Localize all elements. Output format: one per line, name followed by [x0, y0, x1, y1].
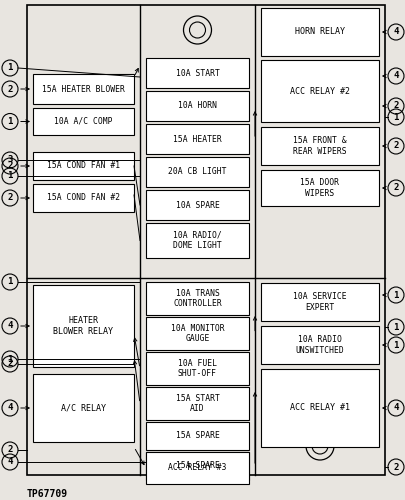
Text: 20A CB LIGHT: 20A CB LIGHT	[168, 168, 226, 176]
Bar	[33, 152, 134, 180]
Text: 10A SERVICE
EXPERT: 10A SERVICE EXPERT	[292, 292, 346, 312]
Text: 15A COND FAN #1: 15A COND FAN #1	[47, 162, 120, 170]
Text: 10A HORN: 10A HORN	[177, 102, 216, 110]
Text: 4: 4	[7, 322, 13, 330]
Text: 10A START: 10A START	[175, 68, 219, 78]
Text: 1: 1	[7, 64, 13, 72]
Text: 1: 1	[7, 354, 13, 364]
Bar	[146, 352, 248, 385]
Text: ACC RELAY #2: ACC RELAY #2	[289, 86, 349, 96]
Bar	[146, 124, 248, 154]
Bar	[260, 369, 378, 447]
Text: ACC RELAY #1: ACC RELAY #1	[289, 404, 349, 412]
Bar	[146, 223, 248, 258]
Bar	[260, 127, 378, 165]
Text: ACC RELAY #3: ACC RELAY #3	[168, 464, 226, 472]
Text: 1: 1	[7, 172, 13, 180]
Bar	[146, 58, 248, 88]
Text: 15A HEATER BLOWER: 15A HEATER BLOWER	[42, 84, 125, 94]
Text: 1: 1	[392, 290, 398, 300]
Text: 2: 2	[392, 462, 398, 471]
Text: 15A HEATER: 15A HEATER	[173, 134, 221, 143]
Bar	[146, 452, 248, 484]
Bar	[146, 387, 248, 420]
Text: 2: 2	[7, 194, 13, 202]
Text: HEATER
BLOWER RELAY: HEATER BLOWER RELAY	[53, 316, 113, 336]
Text: 15A COND FAN #2: 15A COND FAN #2	[47, 194, 120, 202]
Text: 4: 4	[392, 72, 398, 80]
Bar	[260, 170, 378, 206]
Text: 10A SPARE: 10A SPARE	[175, 200, 219, 209]
Text: 1: 1	[392, 322, 398, 332]
Bar	[146, 452, 248, 480]
Bar	[146, 282, 248, 315]
Text: 2: 2	[392, 184, 398, 192]
Bar	[260, 283, 378, 321]
Text: 15A START
AID: 15A START AID	[175, 394, 219, 413]
Text: TP67709: TP67709	[27, 489, 68, 499]
Text: 2: 2	[7, 360, 13, 368]
Text: 4: 4	[7, 458, 13, 466]
Text: 4: 4	[392, 404, 398, 412]
Text: 2: 2	[7, 446, 13, 454]
Text: 10A MONITOR
GAUGE: 10A MONITOR GAUGE	[170, 324, 224, 343]
Bar	[33, 184, 134, 212]
Bar	[27, 5, 384, 475]
Bar	[33, 74, 134, 104]
Bar	[33, 374, 134, 442]
Bar	[146, 422, 248, 450]
Text: 10A FUEL
SHUT-OFF: 10A FUEL SHUT-OFF	[177, 359, 216, 378]
Bar	[146, 190, 248, 220]
Text: 15A SPARE: 15A SPARE	[175, 432, 219, 440]
Text: 15A DOOR
WIPERS: 15A DOOR WIPERS	[300, 178, 339, 198]
Text: 1: 1	[7, 117, 13, 126]
Bar	[146, 157, 248, 187]
Text: 10A RADIO
UNSWITCHED: 10A RADIO UNSWITCHED	[295, 336, 343, 354]
Text: 15A FRONT &
REAR WIPERS: 15A FRONT & REAR WIPERS	[292, 136, 346, 156]
Text: 15A SPARE: 15A SPARE	[175, 462, 219, 470]
Text: 10A RADIO/
DOME LIGHT: 10A RADIO/ DOME LIGHT	[173, 231, 221, 250]
Text: 2: 2	[392, 142, 398, 150]
Text: 1: 1	[7, 278, 13, 286]
Bar	[260, 60, 378, 122]
Bar	[33, 108, 134, 135]
Text: 1: 1	[392, 340, 398, 349]
Text: 4: 4	[7, 404, 13, 412]
Text: 3: 3	[7, 156, 13, 164]
Bar	[146, 317, 248, 350]
Bar	[146, 91, 248, 121]
Bar	[260, 326, 378, 364]
Text: 2: 2	[7, 84, 13, 94]
Text: A/C RELAY: A/C RELAY	[61, 404, 106, 412]
Text: HORN RELAY: HORN RELAY	[294, 28, 344, 36]
Text: 1: 1	[392, 112, 398, 122]
Text: 10A TRANS
CONTROLLER: 10A TRANS CONTROLLER	[173, 289, 221, 308]
Bar	[260, 8, 378, 56]
Text: 2: 2	[392, 102, 398, 110]
Text: 2: 2	[7, 162, 13, 170]
Text: 10A A/C COMP: 10A A/C COMP	[54, 117, 113, 126]
Bar	[33, 285, 134, 367]
Text: 4: 4	[392, 28, 398, 36]
